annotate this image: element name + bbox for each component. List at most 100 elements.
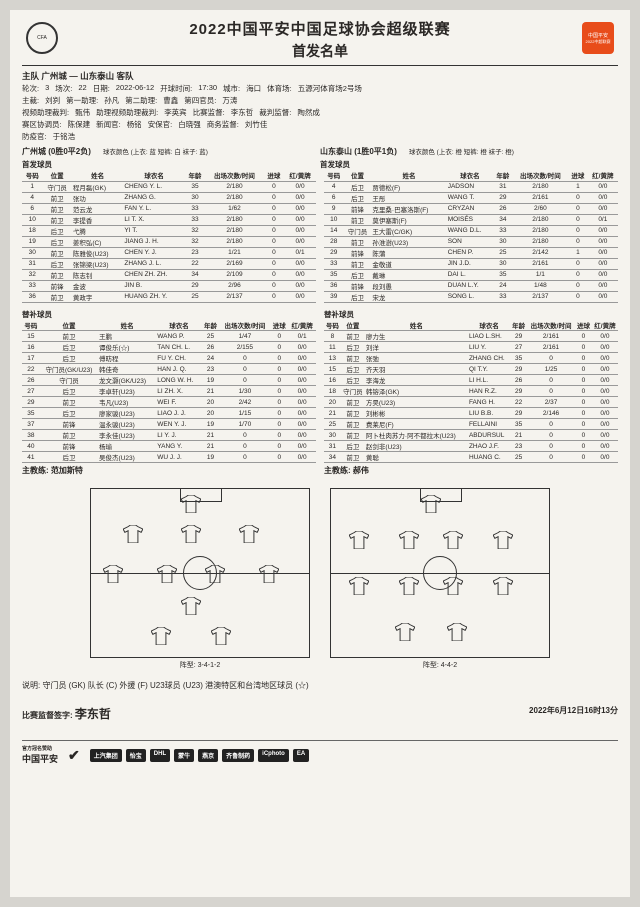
away-starters-label: 首发球员 [320,159,618,170]
table-row: 4前卫张功ZHANG G.302/18000/0 [22,192,316,203]
table-row: 31后卫赵剑非(U23)ZHAO J.F.23000/0 [324,441,618,452]
table-row: 35后卫廖家骏(U23)LIAO J. J.201/1500/0 [22,408,316,419]
sponsor-logo: 上汽集团 [90,749,122,762]
header: CFA 2022中国平安中国足球协会超级联赛 首发名单 中国平安 2022中超联… [22,18,618,61]
jersey-icon [443,531,463,549]
table-row: 1守门员程月磊(GK)CHENG Y. L.352/18000/0 [22,181,316,192]
home-subs-label: 替补球员 [22,309,316,320]
legend: 说明: 守门员 (GK) 队长 (C) 外援 (F) U23球员 (U23) 港… [22,680,618,691]
info-row-2: 主裁:刘刿 第一助理:孙凡 第二助理:曹鑫 第四官员:万涛 [22,95,618,106]
table-row: 31后卫张锦梁(U23)ZHANG J. L.222/16900/0 [22,258,316,269]
table-row: 26守门员龙文灏(GK/U23)LONG W. H.19000/0 [22,375,316,386]
match-sheet: CFA 2022中国平安中国足球协会超级联赛 首发名单 中国平安 2022中超联… [10,10,630,897]
home-formation-pitch [90,488,310,658]
table-row: 4后卫贾德松(F)JADSON312/18010/0 [324,181,618,192]
info-row-1: 轮次:3 场次:22 日期:2022-06-12 开球时间:17:30 城市:海… [22,83,618,94]
table-row: 39后卫宋龙SONG L.332/13700/0 [324,291,618,302]
jersey-icon [259,565,279,583]
sponsor-logo: 怡宝 [126,749,146,762]
home-team-name: 广州城 (0胜0平2负) [22,147,91,156]
table-row: 15前卫王鹏WANG P.251/4700/1 [22,331,316,342]
table-row: 15后卫齐天羽QI T.Y.291/2500/0 [324,364,618,375]
table-row: 30前卫阿卜杜肉苏力·阿不都拉木(U23)ABDURSUL21000/0 [324,430,618,441]
sponsor-logo: 蒙牛 [174,749,194,762]
table-row: 18后卫弋腾YI T.322/18000/0 [22,225,316,236]
jersey-icon [157,565,177,583]
table-row: 29前锋陈蒲CHEN P.252/14210/0 [324,247,618,258]
jersey-icon [399,577,419,595]
jersey-icon [395,623,415,641]
table-row: 38前卫李永佳(U23)LI Y. J.21000/0 [22,430,316,441]
table-row: 18守门员韩镕泽(GK)HAN R.Z.29000/0 [324,386,618,397]
jersey-icon [421,495,441,513]
table-row: 16后卫谭俊乐(☆)TAN CH. L.262/15500/0 [22,342,316,353]
table-row: 37前锋温永骏(U23)WEN Y. J.191/7000/0 [22,419,316,430]
away-coach: 主教练: 郝伟 [324,465,618,476]
away-header: 山东泰山 (1胜0平1负) 球衣颜色 (上衣: 橙 短裤: 橙 袜子: 橙) 首… [320,146,618,170]
home-header: 广州城 (0胜0平2负) 球衣颜色 (上衣: 蓝 短裤: 白 袜子: 蓝) 首发… [22,146,320,170]
sponsor-logo: iCphoto [258,749,289,762]
jersey-icon [211,627,231,645]
table-row: 33前锋金波JIN B.292/9600/0 [22,280,316,291]
table-row: 30前卫陈雅俊(U23)CHEN Y. J.231/2100/1 [22,247,316,258]
table-row: 33前卫金敬道JIN J.D.302/16100/0 [324,258,618,269]
jersey-icon [399,531,419,549]
jersey-icon [181,495,201,513]
sponsor-logo: 燕京 [198,749,218,762]
table-row: 17后卫傅昉程FU Y. CH.24000/0 [22,353,316,364]
formation-area: 阵型: 3-4-1-2 阵型: 4-4-2 [22,488,618,670]
away-starters-table: 号码位置姓名球衣名年龄出场次数/时间进球红/黄牌4后卫贾德松(F)JADSON3… [324,170,618,303]
pingan-logo: 中国平安 2022中超联赛 [582,22,614,54]
jersey-icon [349,531,369,549]
sponsor-logo: 齐鲁制药 [222,749,254,762]
table-row: 35后卫戴琳DAI L.351/100/0 [324,269,618,280]
sheet-subtitle: 首发名单 [189,41,450,61]
home-coach: 主教练: 范加斯特 [22,465,316,476]
print-timestamp: 2022年6月12日16时13分 [529,705,618,722]
table-row: 40前锋杨瑜YANG Y.21000/0 [22,441,316,452]
table-row: 8前卫廖力生LIAO L.SH.292/16100/0 [324,331,618,342]
away-formation-label: 阵型: 4-4-2 [330,660,550,670]
table-row: 28前卫孙淮澍(U23)SON302/18000/0 [324,236,618,247]
table-row: 9前锋克里桑·巴塞洛斯(F)CRYZAN262/6000/0 [324,203,618,214]
jersey-icon [103,565,123,583]
away-formation-pitch [330,488,550,658]
info-row-3: 视频助理裁判:甄伟 助理视频助理裁判:李英宾 比赛监督:李东哲 裁判监督:陶然成 [22,107,618,118]
sponsor-logo: EA [293,749,309,762]
table-row: 27后卫李卓轩(U23)LI ZH. X.211/3000/0 [22,386,316,397]
jersey-icon [123,525,143,543]
jersey-icon [151,627,171,645]
table-row: 6后卫王彤WANG T.292/16100/0 [324,192,618,203]
signature: 李东哲 [75,707,111,721]
table-row: 10前卫李提香LI T. X.332/18000/0 [22,214,316,225]
away-subs-label: 替补球员 [324,309,618,320]
sponsor-bar: 官方冠名赞助 中国平安 ✔ 上汽集团怡宝DHL蒙牛燕京齐鲁制药iCphotoEA [22,740,618,765]
table-row: 6前卫范云龙FAN Y. L.331/6200/0 [22,203,316,214]
teams-line: 主队 广州城 — 山东泰山 客队 [22,70,618,82]
away-kit: 球衣颜色 (上衣: 橙 短裤: 橙 袜子: 橙) [409,149,514,156]
home-formation-label: 阵型: 3-4-1-2 [90,660,310,670]
jersey-icon [239,525,259,543]
jersey-icon [443,577,463,595]
table-row: 36前锋段刘愚DUAN L.Y.241/4800/0 [324,280,618,291]
table-row: 41后卫吴俊杰(U23)WU J. J.19000/0 [22,452,316,463]
table-row: 29前卫韦凡(U23)WEI F.202/4200/0 [22,397,316,408]
league-title: 2022中国平安中国足球协会超级联赛 [189,18,450,39]
table-row: 10前卫莫伊塞斯(F)MOISÉS342/18000/1 [324,214,618,225]
table-row: 13前卫张弛ZHANG CH.35000/0 [324,353,618,364]
home-subs-table: 号码位置姓名球衣名年龄出场次数/时间进球红/黄牌15前卫王鹏WANG P.251… [22,320,316,464]
away-subs-table: 号码位置姓名球衣名年龄出场次数/时间进球红/黄牌8前卫廖力生LIAO L.SH.… [324,320,618,464]
jersey-icon [205,565,225,583]
table-row: 34前卫黄聪HUANG C.25000/0 [324,452,618,463]
table-row: 11后卫刘洋LIU Y.272/16100/0 [324,342,618,353]
away-team-name: 山东泰山 (1胜0平1负) [320,147,397,156]
table-row: 16后卫李海龙LI H.L.26000/0 [324,375,618,386]
jersey-icon [493,531,513,549]
table-row: 19后卫姜积弘(C)JIANG J. H.322/18000/0 [22,236,316,247]
cfa-logo: CFA [26,22,58,54]
info-row-5: 防疫官:于铭浩 [22,131,618,142]
table-row: 36前卫黄政宇HUANG ZH. Y.252/13700/0 [22,291,316,302]
home-starters-table: 号码位置姓名球衣名年龄出场次数/时间进球红/黄牌1守门员程月磊(GK)CHENG… [22,170,316,303]
home-kit: 球衣颜色 (上衣: 蓝 短裤: 白 袜子: 蓝) [103,149,208,156]
jersey-icon [493,577,513,595]
